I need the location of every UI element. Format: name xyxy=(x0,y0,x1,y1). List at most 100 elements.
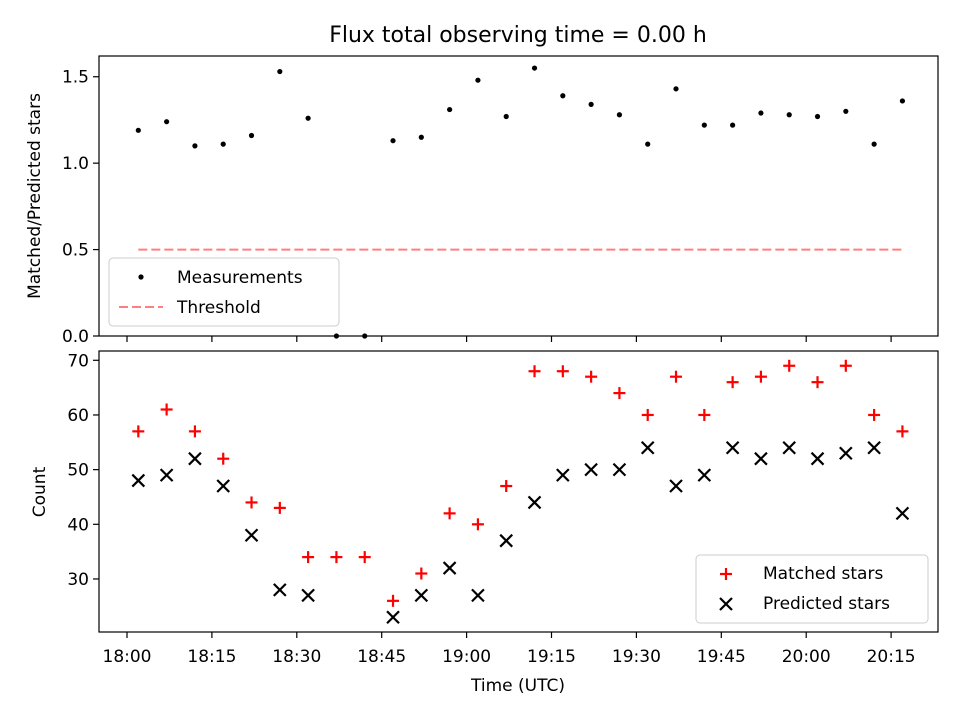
legend-matched-marker xyxy=(720,568,732,580)
x-tick-label: 19:00 xyxy=(442,647,491,667)
matched-star-point xyxy=(641,408,654,421)
matched-stars-points xyxy=(132,359,909,607)
matched-star-point xyxy=(273,501,286,514)
measurement-point xyxy=(475,77,481,83)
y-tick-label: 0.0 xyxy=(62,327,89,347)
matched-star-point xyxy=(839,359,852,372)
matched-star-point xyxy=(556,365,569,378)
measurement-point xyxy=(814,113,821,120)
top-x-ticks xyxy=(126,336,892,342)
predicted-star-point xyxy=(131,473,146,488)
x-tick-label: 20:15 xyxy=(867,647,916,667)
matched-star-point xyxy=(415,567,428,580)
measurement-point xyxy=(786,112,792,118)
bottom-x-ticks: 18:00 18:15 18:30 18:45 19:00 19:15 19:30 19:45… xyxy=(103,632,916,667)
top-ylabel: Matched/Predicted stars xyxy=(25,93,45,299)
predicted-star-point xyxy=(697,468,712,482)
x-tick-label: 18:00 xyxy=(103,647,152,667)
bottom-xlabel: Time (UTC) xyxy=(470,676,565,696)
legend-threshold-label: Threshold xyxy=(176,298,261,318)
measurement-point xyxy=(135,127,141,133)
matched-star-point xyxy=(698,408,711,421)
predicted-star-point xyxy=(188,451,202,466)
y-tick-label: 1.5 xyxy=(62,68,89,88)
measurement-point xyxy=(305,115,311,121)
matched-star-point xyxy=(500,480,513,493)
measurement-point xyxy=(588,101,594,107)
x-tick-label: 19:30 xyxy=(612,647,661,667)
measurement-point xyxy=(164,119,170,125)
predicted-star-point xyxy=(725,440,740,455)
predicted-star-point xyxy=(386,610,400,625)
y-tick-label: 0.5 xyxy=(62,241,89,261)
predicted-star-point xyxy=(839,446,853,461)
predicted-star-point xyxy=(216,479,230,493)
measurement-point xyxy=(220,141,226,147)
bottom-y-ticks: 30 40 50 60 70 xyxy=(67,351,99,590)
matched-star-point xyxy=(188,425,201,438)
predicted-star-point xyxy=(754,451,768,466)
predicted-star-point xyxy=(895,506,910,521)
predicted-star-point xyxy=(669,479,683,493)
predicted-star-point xyxy=(442,561,457,575)
x-tick-label: 20:00 xyxy=(782,647,831,667)
bottom-legend-box xyxy=(695,554,929,624)
matched-star-point xyxy=(811,376,824,389)
predicted-star-point xyxy=(867,440,881,455)
legend-predicted-marker xyxy=(719,597,733,611)
predicted-star-point xyxy=(499,533,513,548)
matched-star-point xyxy=(358,551,371,564)
y-tick-label: 30 xyxy=(67,570,89,590)
matched-star-point xyxy=(528,365,541,378)
bottom-ylabel: Count xyxy=(30,466,50,517)
predicted-star-point xyxy=(301,588,315,603)
predicted-star-point xyxy=(471,588,485,603)
matched-star-point xyxy=(754,370,767,383)
predicted-star-point xyxy=(640,440,655,455)
top-title: Flux total observing time = 0.00 h xyxy=(329,23,707,48)
x-tick-label: 19:15 xyxy=(527,647,576,667)
y-tick-label: 50 xyxy=(67,461,89,481)
predicted-star-point xyxy=(612,462,627,477)
measurement-point xyxy=(277,68,283,75)
predicted-star-point xyxy=(782,440,796,455)
matched-star-point xyxy=(330,551,343,564)
measurement-point xyxy=(758,110,764,116)
bottom-axes-frame xyxy=(98,350,939,633)
matched-star-point xyxy=(783,359,796,372)
measurement-point xyxy=(871,141,877,147)
matched-star-point xyxy=(726,376,739,389)
top-legend-box xyxy=(108,257,340,327)
x-tick-label: 18:15 xyxy=(187,647,236,667)
measurement-point xyxy=(701,122,707,128)
measurement-point xyxy=(447,106,453,113)
matched-star-point xyxy=(302,551,315,564)
predicted-stars-points xyxy=(131,440,910,625)
top-legend: Measurements Threshold xyxy=(108,257,340,327)
matched-star-point xyxy=(471,518,484,531)
matched-star-point xyxy=(670,370,683,383)
y-tick-label: 60 xyxy=(67,406,89,426)
measurement-point xyxy=(390,138,396,144)
legend-predicted-label: Predicted stars xyxy=(763,594,890,614)
matched-star-point xyxy=(613,387,626,400)
matched-star-point xyxy=(896,425,909,438)
measurement-point xyxy=(899,98,906,104)
matched-star-point xyxy=(217,452,230,465)
top-axes-frame xyxy=(98,55,939,337)
legend-matched-label: Matched stars xyxy=(763,564,883,584)
measurement-point xyxy=(616,112,623,118)
top-y-ticks: 0.0 0.5 1.0 1.5 xyxy=(62,68,99,347)
measurement-point xyxy=(531,65,538,71)
bottom-legend: Matched stars Predicted stars xyxy=(695,554,929,624)
measurement-point xyxy=(418,134,424,140)
measurement-point xyxy=(248,132,255,139)
measurement-point xyxy=(843,108,849,114)
predicted-star-point xyxy=(273,583,287,597)
y-tick-label: 70 xyxy=(67,351,89,371)
predicted-star-point xyxy=(810,451,825,466)
x-tick-label: 18:45 xyxy=(357,647,406,667)
measurement-point xyxy=(560,93,566,99)
measurement-point xyxy=(192,143,198,149)
x-tick-label: 18:30 xyxy=(272,647,321,667)
